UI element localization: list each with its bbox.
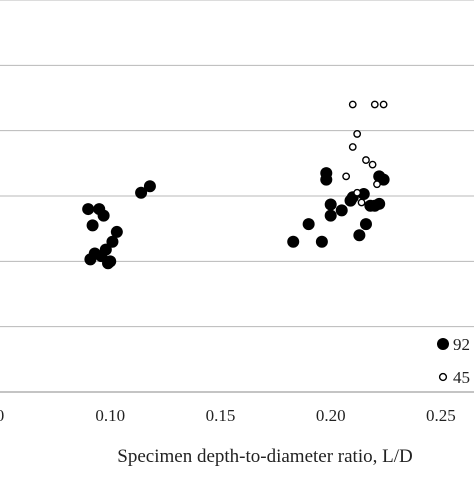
open-data-point [379,100,388,109]
filled-data-point [357,188,370,201]
filled-data-point [320,173,333,186]
legend-label: 92 [453,335,470,354]
open-data-point [373,180,381,189]
x-tick-label: 0.25 [426,406,456,425]
x-tick-label: 0.10 [95,406,125,425]
filled-data-point [97,209,110,222]
filled-data-point [82,203,95,216]
x-tick-label: 0.15 [206,406,236,425]
open-data-point [362,156,370,164]
filled-data-point [110,225,123,238]
x-tick-label: 0 [0,406,4,425]
open-data-point [353,130,362,138]
legend-marker [437,338,449,350]
x-tick-label: 0.20 [316,406,346,425]
data-points [82,100,390,270]
filled-data-point [287,235,300,248]
legend-label: 45 [453,368,470,387]
filled-data-point [102,257,115,270]
filled-data-point [143,180,156,193]
filled-data-point [324,209,337,222]
filled-data-point [335,204,348,217]
open-data-point [342,172,351,181]
open-data-point [353,188,362,197]
open-data-point [368,160,377,169]
filled-data-point [359,218,372,231]
open-data-point [370,100,379,109]
filled-data-point [84,253,97,266]
filled-data-point [373,197,386,210]
filled-data-point [377,173,390,186]
filled-data-point [135,186,148,199]
filled-data-point [353,229,366,242]
filled-data-point [106,235,119,248]
legend-marker [438,372,448,382]
x-axis-label: Specimen depth-to-diameter ratio, L/D [117,446,412,467]
filled-data-point [86,219,99,232]
open-data-point [348,100,357,109]
gridlines [0,0,474,328]
x-axis: 0 0.10 0.15 0.20 0.25 [0,391,474,425]
filled-data-point [315,235,328,248]
filled-data-point [324,198,337,211]
open-data-point [348,143,357,151]
legend: 92 45 [437,335,470,387]
open-data-point [357,198,366,207]
filled-data-point [302,218,315,231]
